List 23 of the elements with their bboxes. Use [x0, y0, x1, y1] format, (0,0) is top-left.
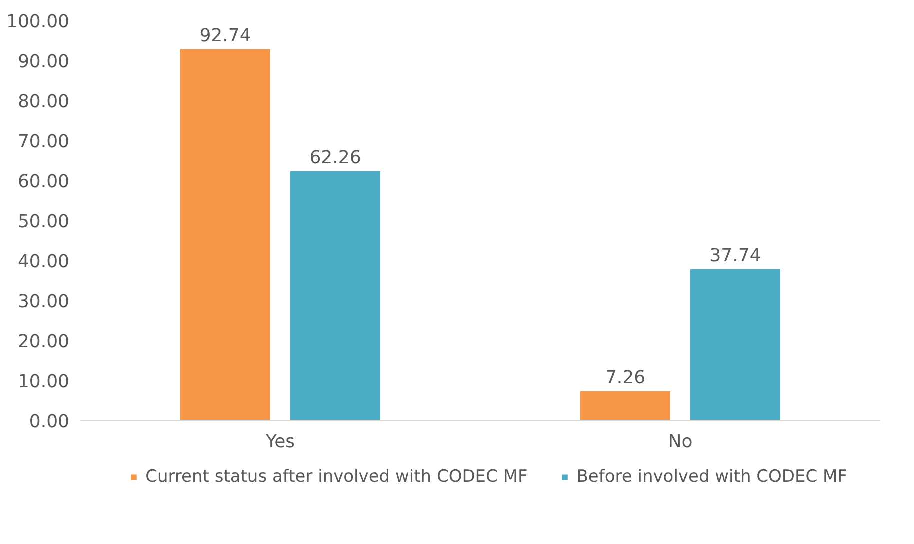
y-tick-label: 90.00	[18, 52, 70, 72]
y-tick-label: 10.00	[18, 372, 70, 392]
y-tick-label: 20.00	[18, 332, 70, 352]
bar	[290, 171, 380, 420]
data-label: 62.26	[310, 147, 362, 168]
bar	[580, 391, 670, 420]
data-label: 7.26	[605, 367, 646, 388]
y-tick-label: 30.00	[18, 292, 70, 312]
bar	[180, 50, 270, 420]
y-tick-label: 50.00	[18, 212, 70, 232]
data-label: 37.74	[710, 246, 762, 267]
legend-label: Current status after involved with CODEC MF	[146, 467, 528, 487]
y-tick-label: 80.00	[18, 92, 70, 112]
bar	[690, 270, 780, 420]
y-tick-label: 100.00	[6, 12, 70, 32]
x-tick-label: Yes	[264, 432, 296, 452]
legend-label: Before involved with CODEC MF	[576, 467, 848, 487]
x-tick-label: No	[668, 432, 693, 452]
y-tick-label: 70.00	[18, 132, 70, 152]
y-tick-label: 40.00	[18, 252, 70, 272]
data-label: 92.74	[200, 26, 252, 47]
y-tick-label: 0.00	[29, 412, 70, 432]
y-tick-label: 60.00	[18, 172, 70, 192]
